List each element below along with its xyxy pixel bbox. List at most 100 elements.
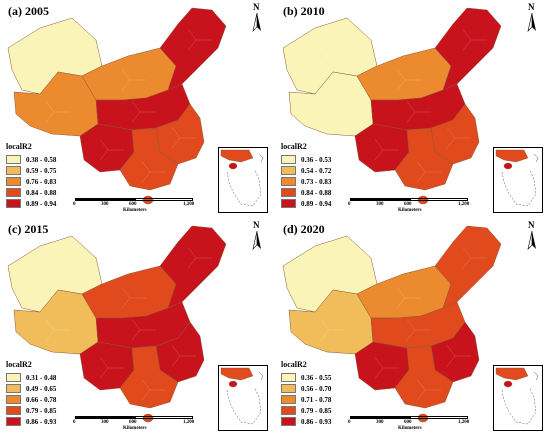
region-northeast xyxy=(434,7,502,91)
south-china-sea-inset xyxy=(493,365,543,431)
legend-swatch xyxy=(281,417,296,426)
legend: localR2 0.38 - 0.58 0.59 - 0.75 0.76 - 0.83… xyxy=(6,142,86,209)
china-map xyxy=(282,7,502,205)
province-boundary xyxy=(462,247,472,259)
province-boundary xyxy=(446,127,456,139)
scale-unit: Kilometers xyxy=(398,208,422,213)
province-boundary xyxy=(45,319,55,331)
region-northeast xyxy=(159,225,227,309)
scale-bar: 0 300 600 1,200 Kilometers xyxy=(348,198,469,216)
north-label: N xyxy=(253,220,260,230)
legend-item: 0.84 - 0.88 xyxy=(281,187,361,198)
province-boundary xyxy=(374,367,384,379)
legend-label: 0.84 - 0.88 xyxy=(26,188,57,197)
province-boundary xyxy=(43,55,53,67)
inset-map xyxy=(220,367,264,425)
province-boundary xyxy=(131,101,141,113)
legend-label: 0.38 - 0.58 xyxy=(26,155,57,164)
province-boundary xyxy=(416,379,426,391)
province-boundary xyxy=(171,127,181,139)
province-boundary xyxy=(187,39,197,51)
province-boundary xyxy=(121,79,131,91)
south-china-sea-inset xyxy=(218,147,268,213)
province-boundary xyxy=(171,345,181,357)
province-boundary xyxy=(121,297,131,309)
province-boundary xyxy=(318,55,328,67)
scale-bar: 0 300 600 1,200 Kilometers xyxy=(348,416,470,434)
province-boundary xyxy=(374,357,384,369)
scale-segment xyxy=(350,416,410,419)
north-arrow-icon: N xyxy=(522,2,544,36)
south-china-sea-inset xyxy=(493,147,543,213)
province-boundary xyxy=(131,319,141,331)
scale-tick-label: 600 xyxy=(404,202,412,207)
province-boundary xyxy=(462,257,472,269)
region-south xyxy=(394,345,454,409)
north-arrow-icon: N xyxy=(247,220,269,254)
legend-item: 0.36 - 0.55 xyxy=(281,372,361,383)
legend: localR2 0.31 - 0.48 0.49 - 0.65 0.66 - 0.78… xyxy=(6,360,86,427)
north-label: N xyxy=(528,2,535,12)
north-label: N xyxy=(253,2,260,12)
province-boundary xyxy=(406,329,416,341)
province-boundary xyxy=(416,171,426,183)
province-boundary xyxy=(45,101,55,113)
legend-label: 0.79 - 0.85 xyxy=(26,406,57,415)
province-boundary xyxy=(318,273,328,285)
legend: localR2 0.36 - 0.55 0.56 - 0.70 0.71 - 0.78… xyxy=(281,360,361,427)
province-boundary xyxy=(187,247,197,259)
province-boundary xyxy=(374,139,384,151)
scale-tick-label: 600 xyxy=(129,202,137,207)
legend-item: 0.86 - 0.93 xyxy=(281,416,361,427)
province-boundary xyxy=(406,319,416,331)
scale-tick-label: 0 xyxy=(73,202,76,207)
china-map xyxy=(282,225,502,423)
scale-unit: Kilometers xyxy=(398,426,422,431)
legend-swatch xyxy=(281,384,296,393)
legend-swatch xyxy=(281,177,296,186)
province-boundary xyxy=(318,45,328,57)
legend-label: 0.36 - 0.55 xyxy=(301,373,332,382)
scale-segment xyxy=(75,416,135,419)
legend-label: 0.71 - 0.78 xyxy=(301,395,332,404)
province-boundary xyxy=(187,29,197,41)
legend-item: 0.54 - 0.72 xyxy=(281,165,361,176)
scale-tick-label: 1,200 xyxy=(183,202,195,207)
province-boundary xyxy=(45,329,55,341)
legend-item: 0.79 - 0.85 xyxy=(281,405,361,416)
scale-bar: 0 300 600 1,200 Kilometers xyxy=(73,416,194,434)
scale-unit: Kilometers xyxy=(123,426,147,431)
province-boundary xyxy=(320,111,330,123)
region-northeast xyxy=(159,7,227,91)
legend-swatch xyxy=(6,373,21,382)
province-boundary xyxy=(43,45,53,57)
scale-tick-label: 300 xyxy=(376,420,384,425)
region-south xyxy=(119,345,179,409)
province-boundary xyxy=(171,355,181,367)
province-boundary xyxy=(171,137,181,149)
legend-label: 0.49 - 0.65 xyxy=(26,384,57,393)
legend-swatch xyxy=(281,199,296,208)
legend-swatch xyxy=(6,417,21,426)
scale-segment xyxy=(410,416,468,419)
legend-label: 0.59 - 0.75 xyxy=(26,166,57,175)
scale-bar: 0 300 600 1,200 Kilometers xyxy=(73,198,195,216)
scale-tick-label: 1,200 xyxy=(458,420,470,425)
legend-swatch xyxy=(6,177,21,186)
legend-swatch xyxy=(6,384,21,393)
legend-item: 0.79 - 0.85 xyxy=(6,405,86,416)
legend-swatch xyxy=(281,155,296,164)
legend-label: 0.56 - 0.70 xyxy=(301,384,332,393)
scale-segment xyxy=(75,198,135,201)
china-map xyxy=(7,225,227,423)
scale-tick-label: 300 xyxy=(101,202,109,207)
arrow-icon xyxy=(527,231,536,250)
south-china-sea-inset xyxy=(218,365,268,431)
province-boundary xyxy=(121,69,131,81)
province-boundary xyxy=(187,257,197,269)
province-boundary xyxy=(141,389,151,401)
province-boundary xyxy=(462,39,472,51)
panel-title: (a) 2005 xyxy=(8,4,49,18)
